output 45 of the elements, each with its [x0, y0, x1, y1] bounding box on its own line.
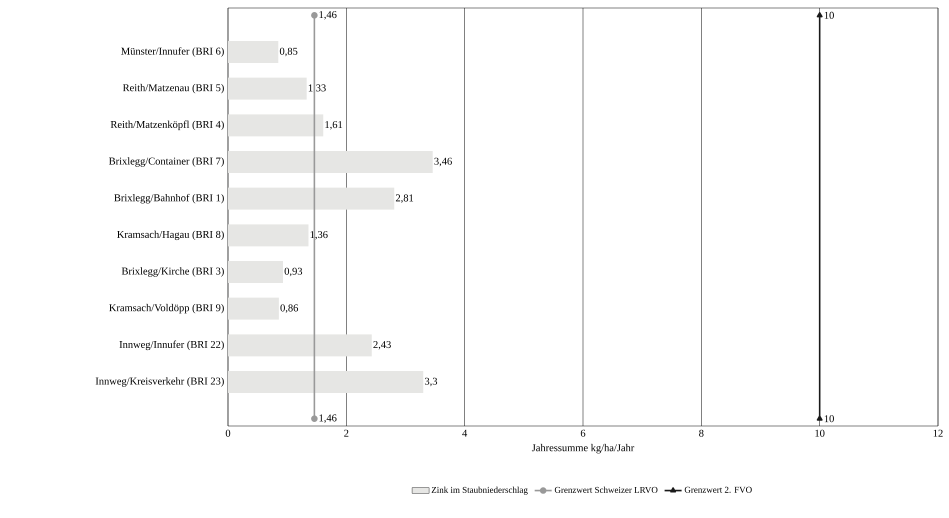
- y-tick-label: Innweg/Kreisverkehr (BRI 23): [96, 377, 224, 387]
- y-tick-label: Reith/Matzenau (BRI 5): [122, 84, 224, 94]
- y-tick-label: Reith/Matzenköpfl (BRI 4): [110, 120, 224, 130]
- y-tick-label: Brixlegg/Bahnhof (BRI 1): [114, 194, 224, 204]
- data-label: 3,3: [424, 378, 438, 386]
- data-label: 10: [824, 415, 834, 422]
- x-tick-label: 10: [815, 430, 824, 437]
- bar: [228, 298, 279, 320]
- legend-label: Grenzwert Schweizer LRVO: [554, 486, 658, 493]
- legend-label: Zink im Staubniederschlag: [432, 486, 528, 495]
- legend-label: Grenzwert 2. FVO: [684, 486, 752, 493]
- y-tick-label: Brixlegg/Container (BRI 7): [108, 157, 224, 167]
- data-label: 2,81: [396, 194, 414, 203]
- data-label: 0,86: [280, 304, 298, 313]
- data-label: 0,93: [284, 268, 302, 276]
- data-label: 1,36: [310, 231, 328, 240]
- bar: [228, 188, 394, 210]
- x-tick-label: 0: [226, 430, 230, 437]
- y-tick-label: Kramsach/Hagau (BRI 8): [117, 230, 224, 240]
- bar: [228, 151, 433, 174]
- data-label: 3,46: [434, 158, 452, 166]
- x-tick-label: 6: [580, 430, 586, 437]
- y-tick-label: Innweg/Innufer (BRI 22): [120, 340, 224, 350]
- bar: [228, 41, 278, 63]
- bar: [228, 224, 308, 246]
- data-label: 10: [824, 12, 834, 19]
- data-label: 1,33: [308, 84, 326, 93]
- x-tick-label: 8: [699, 430, 704, 437]
- bar: [228, 371, 424, 394]
- bar: [228, 261, 284, 284]
- data-label: 2,43: [373, 341, 391, 350]
- y-tick-label: Brixlegg/Kirche (BRI 3): [122, 267, 224, 277]
- y-tick-label: Münster/Innufer (BRI 6): [121, 47, 224, 57]
- x-axis-title: Jahressumme kg/ha/Jahr: [532, 444, 634, 454]
- data-label: 1,46: [319, 414, 337, 423]
- data-label: 0,85: [280, 48, 298, 56]
- y-tick-label: Kramsach/Voldöpp (BRI 9): [109, 304, 224, 314]
- bar: [228, 334, 372, 356]
- x-tick-label: 12: [934, 430, 943, 437]
- data-label: 1,61: [325, 121, 342, 130]
- x-tick-label: 4: [462, 430, 468, 437]
- x-tick-label: 2: [344, 430, 348, 437]
- bar: [228, 114, 324, 136]
- data-label: 1,46: [319, 11, 337, 20]
- bar: [228, 78, 307, 100]
